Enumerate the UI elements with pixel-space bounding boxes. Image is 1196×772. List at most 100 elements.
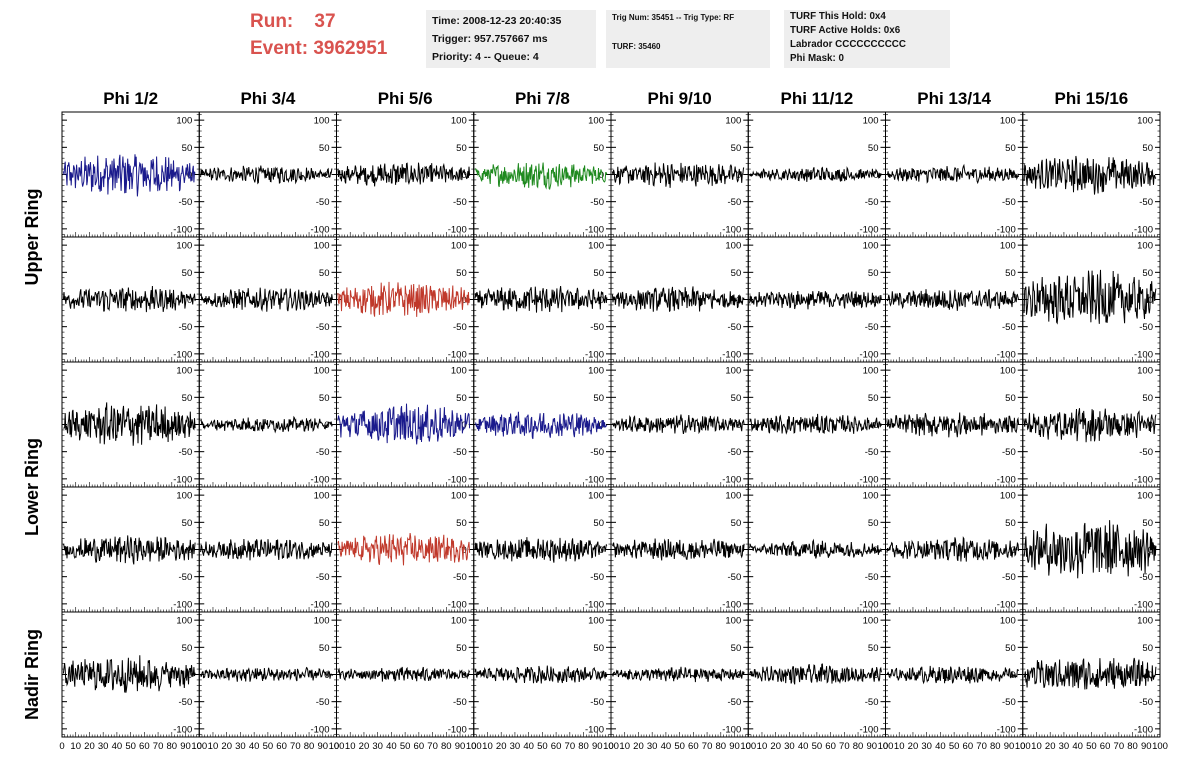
- event-time: Time: 2008-12-23 20:40:35: [432, 15, 562, 27]
- y-tick-label: 50: [456, 268, 467, 279]
- y-tick-label: -100: [173, 474, 192, 485]
- waveform-trace: [1023, 657, 1157, 690]
- x-tick-label: 90: [866, 741, 877, 752]
- run-label: Run:: [250, 11, 294, 32]
- y-tick-label: 100: [1000, 491, 1016, 502]
- x-tick-label: 0: [197, 741, 202, 752]
- waveform-trace: [337, 666, 471, 682]
- y-tick-label: 0: [187, 295, 192, 306]
- event-value: 3962951: [313, 38, 388, 59]
- y-tick-label: 100: [588, 116, 604, 127]
- y-tick-label: 100: [725, 241, 741, 252]
- y-tick-label: 100: [1137, 116, 1153, 127]
- y-tick-label: -50: [1002, 197, 1016, 208]
- waveform-trace: [886, 412, 1020, 438]
- y-tick-label: 50: [182, 393, 193, 404]
- y-tick-label: 50: [456, 393, 467, 404]
- x-tick-label: 90: [592, 741, 603, 752]
- y-tick-label: 100: [451, 491, 467, 502]
- y-tick-label: -100: [585, 474, 604, 485]
- waveform-trace: [337, 533, 471, 566]
- x-tick-label: 0: [608, 741, 613, 752]
- trig-num: Trig Num: 35451 -- Trig Type: RF: [612, 13, 735, 22]
- y-tick-label: -50: [179, 447, 193, 458]
- y-tick-label: 0: [461, 295, 466, 306]
- waveform-trace: [749, 413, 882, 435]
- waveform-trace: [611, 162, 745, 188]
- y-tick-label: -100: [859, 724, 878, 735]
- y-tick-label: -100: [722, 224, 741, 235]
- y-tick-label: 100: [451, 116, 467, 127]
- waveform-trace: [749, 290, 882, 310]
- y-tick-label: -100: [173, 724, 192, 735]
- x-tick-label: 100: [191, 741, 207, 752]
- trigger-time: Trigger: 957.757667 ms: [432, 33, 548, 45]
- y-tick-label: -100: [173, 349, 192, 360]
- y-tick-label: 50: [868, 393, 879, 404]
- y-tick-label: 100: [863, 366, 879, 377]
- y-tick-label: -50: [728, 697, 742, 708]
- y-tick-label: 50: [1142, 643, 1153, 654]
- y-tick-label: -100: [997, 349, 1016, 360]
- column-header: Phi 13/14: [917, 89, 991, 108]
- y-tick-label: -50: [316, 447, 330, 458]
- y-tick-label: 100: [725, 366, 741, 377]
- y-tick-label: 100: [451, 241, 467, 252]
- y-tick-label: -100: [997, 724, 1016, 735]
- x-tick-label: 40: [249, 741, 260, 752]
- waveform-trace: [1023, 155, 1157, 195]
- y-tick-label: 50: [319, 143, 330, 154]
- event-time-info-box: Time: 2008-12-23 20:40:35 Trigger: 957.7…: [426, 10, 596, 68]
- panel-frame: [336, 486, 475, 613]
- x-tick-label: 80: [304, 741, 315, 752]
- y-tick-label: 100: [314, 366, 330, 377]
- column-header: Phi 5/6: [378, 89, 433, 108]
- waveform-trace: [749, 166, 882, 182]
- x-tick-label: 100: [329, 741, 345, 752]
- y-tick-label: 100: [176, 616, 192, 627]
- x-tick-label: 100: [1152, 741, 1168, 752]
- y-tick-label: -50: [316, 322, 330, 333]
- y-tick-label: -50: [179, 697, 193, 708]
- y-tick-label: -50: [316, 697, 330, 708]
- waveform-trace: [200, 415, 333, 434]
- waveform-trace: [886, 289, 1020, 311]
- event-label: Event:: [250, 38, 309, 59]
- turf-num: TURF: 35460: [612, 42, 661, 51]
- x-tick-label: 90: [317, 741, 328, 752]
- y-tick-label: 100: [863, 116, 879, 127]
- x-tick-label: 20: [221, 741, 232, 752]
- x-tick-label: 90: [729, 741, 740, 752]
- x-tick-label: 70: [702, 741, 713, 752]
- y-tick-label: -50: [1139, 447, 1153, 458]
- y-tick-label: -100: [448, 474, 467, 485]
- y-tick-label: 50: [593, 268, 604, 279]
- x-tick-label: 80: [441, 741, 452, 752]
- turf-this-hold: TURF This Hold: 0x4: [790, 11, 886, 22]
- y-tick-label: -100: [722, 349, 741, 360]
- y-tick-label: 0: [873, 170, 878, 181]
- y-tick-label: -50: [865, 447, 879, 458]
- y-tick-label: 50: [731, 393, 742, 404]
- y-tick-label: 50: [1142, 268, 1153, 279]
- x-tick-label: 40: [798, 741, 809, 752]
- y-tick-label: -50: [316, 572, 330, 583]
- y-tick-label: -100: [448, 349, 467, 360]
- y-tick-label: 50: [1005, 268, 1016, 279]
- y-tick-label: 0: [461, 170, 466, 181]
- y-tick-label: 50: [319, 643, 330, 654]
- y-tick-label: 0: [187, 670, 192, 681]
- y-tick-label: 50: [731, 143, 742, 154]
- x-tick-label: 80: [167, 741, 178, 752]
- column-header: Phi 1/2: [103, 89, 158, 108]
- x-tick-label: 60: [276, 741, 287, 752]
- y-tick-label: -50: [590, 197, 604, 208]
- column-header: Phi 3/4: [240, 89, 295, 108]
- x-tick-label: 40: [661, 741, 672, 752]
- y-tick-label: -50: [590, 322, 604, 333]
- x-tick-label: 30: [510, 741, 521, 752]
- x-tick-label: 0: [59, 741, 64, 752]
- turf-active-holds: TURF Active Holds: 0x6: [790, 25, 901, 36]
- y-tick-label: -100: [1134, 224, 1153, 235]
- x-tick-label: 80: [578, 741, 589, 752]
